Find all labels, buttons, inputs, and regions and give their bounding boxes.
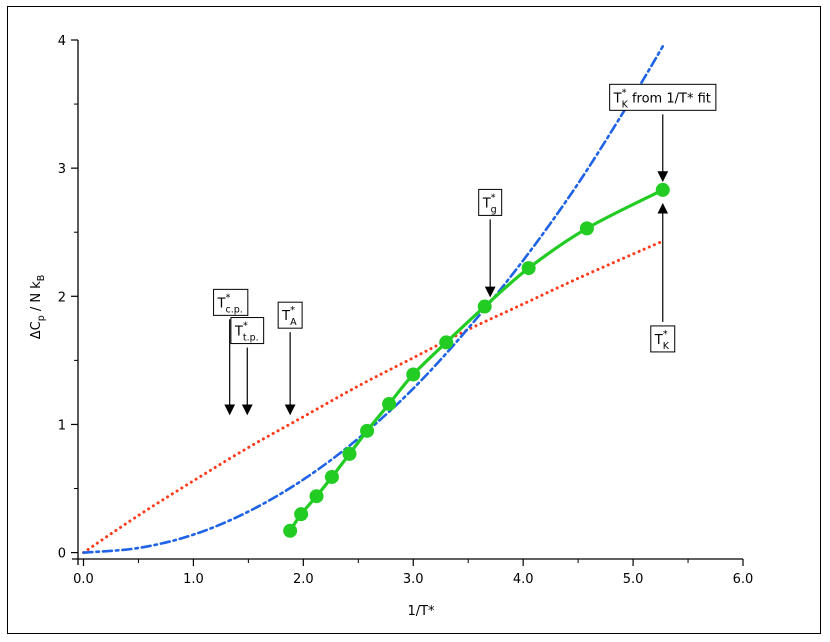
annotation-label-sub: g bbox=[491, 204, 497, 215]
series-layer bbox=[81, 45, 670, 555]
annotation-label: T* t.p. bbox=[234, 321, 259, 344]
y-axis-label: ΔCp / N kB bbox=[29, 275, 47, 340]
annotation-label-main: T bbox=[217, 296, 226, 311]
green-data-point bbox=[579, 221, 594, 236]
axes: 0.0 1.0 2.0 3.0 4.0 5.0 6.0 0 1 2 3 4 bbox=[58, 34, 754, 587]
annotation-box bbox=[230, 317, 265, 345]
annotation-1: T* t.p. bbox=[230, 317, 265, 416]
annotation-label: T* K from 1/T* fit bbox=[613, 87, 711, 110]
annotation-label-sup: * bbox=[622, 87, 627, 98]
annotation-label-main: T bbox=[613, 91, 622, 106]
y-tick-label: 2 bbox=[58, 290, 66, 305]
annotation-4: T* K from 1/T* fit bbox=[609, 83, 717, 183]
annotation-5: T* K bbox=[650, 202, 676, 353]
annotation-3: T* g bbox=[478, 188, 503, 298]
x-tick-label: 2.0 bbox=[293, 572, 314, 587]
x-tick-label: 1.0 bbox=[183, 572, 204, 587]
annotation-box bbox=[609, 83, 717, 111]
annotation-box bbox=[277, 301, 303, 329]
annotation-label-sub: A bbox=[290, 317, 297, 328]
y-tick-label: 1 bbox=[58, 418, 66, 433]
annotation-label-main: T bbox=[234, 325, 243, 340]
annotation-label: T* A bbox=[281, 305, 297, 328]
annotation-label-main: T bbox=[654, 333, 663, 348]
annotation-label: T* g bbox=[482, 192, 497, 215]
annotation-label-extra: from 1/T* fit bbox=[628, 91, 711, 106]
y-axis-label-mid: / N k bbox=[29, 281, 44, 316]
y-axis-label-main: ΔC bbox=[29, 321, 44, 339]
x-tick-label: 4.0 bbox=[513, 572, 534, 587]
green-data-point bbox=[406, 367, 421, 382]
annotation-label-main: T bbox=[281, 309, 290, 324]
annotation-box bbox=[650, 325, 676, 353]
y-tick-label: 0 bbox=[58, 547, 66, 562]
green-data-point bbox=[342, 446, 357, 461]
annotation-label: T* c.p. bbox=[217, 292, 243, 315]
green-data-point bbox=[360, 423, 375, 438]
annotation-label-sub: K bbox=[663, 341, 670, 352]
annotation-label-sup: * bbox=[243, 321, 248, 332]
red-dotted-series-line bbox=[81, 239, 665, 555]
green-series-line bbox=[288, 188, 664, 532]
y-axis-label-sub-p: p bbox=[36, 315, 47, 321]
green-data-point bbox=[439, 335, 454, 350]
annotation-label-sup: * bbox=[226, 292, 231, 303]
annotation-label-main: T bbox=[482, 196, 491, 211]
green-data-point bbox=[477, 299, 492, 314]
y-tick-label: 3 bbox=[58, 162, 66, 177]
annotation-0: T* c.p. bbox=[213, 288, 249, 416]
green-data-point bbox=[521, 261, 536, 276]
x-tick-label: 5.0 bbox=[623, 572, 644, 587]
green-data-point bbox=[382, 396, 397, 411]
annotation-label-sub: c.p. bbox=[226, 304, 243, 315]
annotation-label-sup: * bbox=[491, 192, 496, 203]
chart-frame: 0.0 1.0 2.0 3.0 4.0 5.0 6.0 0 1 2 3 4 T* c.p. T* t.p. T… bbox=[7, 6, 821, 634]
annotation-label-sup: * bbox=[663, 329, 668, 340]
annotation-box bbox=[478, 188, 503, 216]
x-tick-label: 6.0 bbox=[733, 572, 754, 587]
annotation-label-sup: * bbox=[290, 305, 295, 316]
y-axis-label-sub-b: B bbox=[36, 275, 47, 282]
green-data-point bbox=[655, 182, 670, 197]
annotation-box bbox=[213, 288, 249, 316]
green-data-point bbox=[283, 523, 298, 538]
green-data-point bbox=[324, 469, 339, 484]
x-tick-label: 3.0 bbox=[403, 572, 424, 587]
x-axis-label: 1/T* bbox=[407, 604, 435, 619]
annotation-label-sub: K bbox=[622, 99, 629, 110]
annotation-2: T* A bbox=[277, 301, 303, 416]
annotation-label-sub: t.p. bbox=[243, 333, 259, 344]
annotation-label: T* K bbox=[654, 329, 670, 352]
x-tick-label: 0.0 bbox=[73, 572, 94, 587]
y-tick-label: 4 bbox=[58, 34, 66, 49]
green-data-point bbox=[294, 507, 309, 522]
green-data-point bbox=[309, 489, 324, 504]
blue-dash-dot-series-line bbox=[82, 45, 665, 554]
